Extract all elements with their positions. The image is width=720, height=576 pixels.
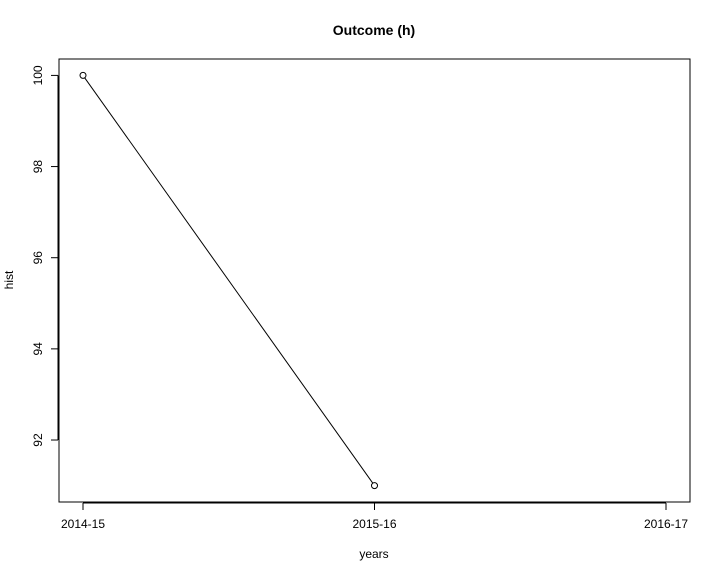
x-axis: 2014-15 2015-16 2016-17 (61, 502, 688, 531)
y-tick-label: 94 (31, 342, 45, 356)
y-axis-label: hist (2, 270, 16, 289)
y-tick-label: 100 (31, 65, 45, 85)
y-tick-label: 98 (31, 160, 45, 174)
x-tick-label: 2015-16 (352, 517, 396, 531)
x-tick-label: 2016-17 (644, 517, 688, 531)
series-line (82, 75, 375, 486)
data-point (371, 482, 378, 490)
y-axis: 92 94 96 98 100 (31, 65, 59, 447)
y-tick-label: 92 (31, 433, 45, 447)
chart-title: Outcome (h) (333, 22, 415, 38)
x-tick-label: 2014-15 (61, 517, 105, 531)
data-point (79, 71, 87, 79)
plot-frame (58, 58, 691, 503)
x-axis-label: years (359, 547, 388, 561)
series-layer (79, 71, 378, 490)
y-tick-label: 96 (31, 251, 45, 265)
